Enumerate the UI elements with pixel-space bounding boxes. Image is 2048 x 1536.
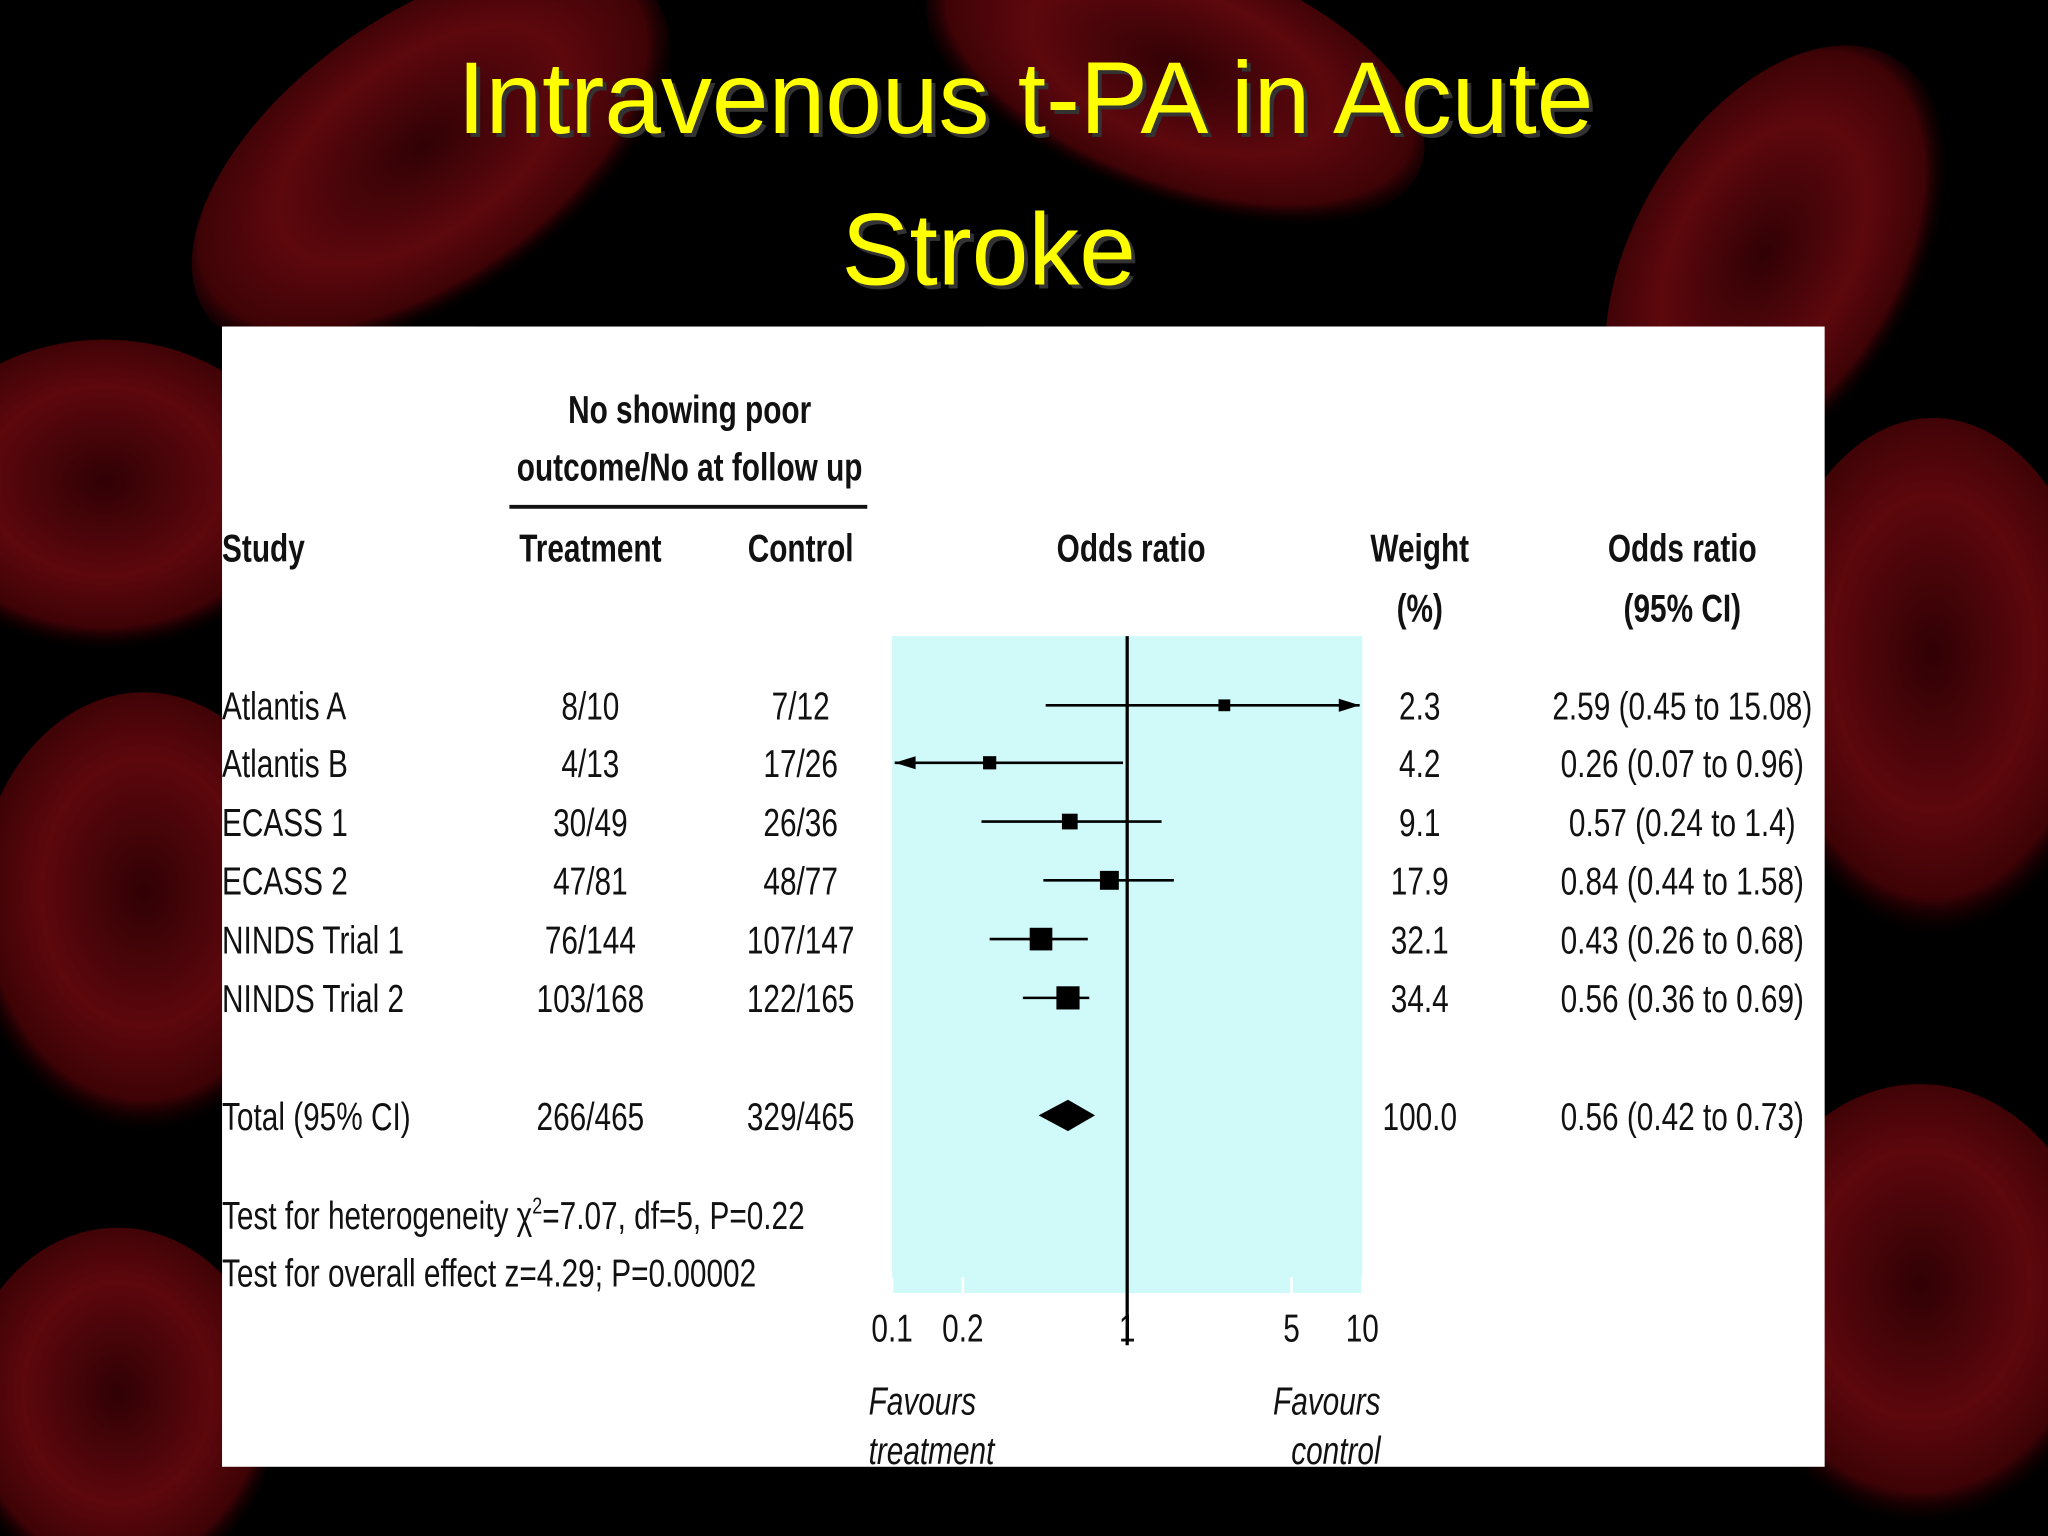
study-name: Atlantis B — [222, 742, 348, 786]
header-group: No showing poor — [568, 388, 812, 432]
superscript: 2 — [532, 1193, 542, 1219]
study-name: ECASS 2 — [222, 860, 348, 904]
odds-ratio-ci: 0.56 (0.36 to 0.69) — [1561, 977, 1804, 1021]
effect-square — [1218, 699, 1231, 712]
note-text: Test for overall effect z=4.29; P=0.0000… — [222, 1252, 756, 1296]
forest-plot: No showing poor outcome/No at follow up St… — [222, 388, 1812, 1473]
column-header: Odds ratio — [1608, 527, 1757, 571]
column-header: Study — [222, 527, 305, 571]
treatment-count: 103/168 — [537, 977, 645, 1021]
control-count: 7/12 — [772, 685, 830, 729]
control-count: 122/165 — [747, 977, 855, 1021]
control-count: 17/26 — [763, 742, 838, 786]
treatment-count: 4/13 — [561, 742, 619, 786]
effect-square — [983, 756, 997, 770]
weight: 32.1 — [1391, 919, 1449, 963]
weight: 100.0 — [1382, 1095, 1457, 1139]
ci-arrow — [894, 756, 916, 770]
effect-square — [1061, 813, 1078, 830]
odds-ratio-ci: 0.84 (0.44 to 1.58) — [1561, 860, 1804, 904]
column-header: Control — [748, 527, 854, 571]
weight: 17.9 — [1391, 860, 1449, 904]
control-count: 26/36 — [763, 801, 838, 845]
ci-arrow — [1338, 698, 1360, 712]
slide-title: Stroke — [842, 193, 1136, 307]
treatment-count: 47/81 — [553, 860, 628, 904]
favours-label: control — [1291, 1429, 1381, 1473]
weight: 4.2 — [1399, 742, 1440, 786]
test-note: Test for overall effect z=4.29; P=0.0000… — [222, 1252, 756, 1296]
favours-label: Favours — [1273, 1380, 1381, 1424]
odds-ratio-ci: 0.26 (0.07 to 0.96) — [1561, 742, 1804, 786]
favours-label: Favours — [869, 1380, 977, 1424]
odds-ratio-ci: 0.56 (0.42 to 0.73) — [1561, 1095, 1804, 1139]
x-tick-label: 0.1 — [871, 1306, 912, 1350]
treatment-count: 266/465 — [537, 1095, 645, 1139]
treatment-count: 76/144 — [545, 919, 636, 963]
slide-title: Intravenous t-PA in Acute — [457, 41, 1593, 155]
column-header: (95% CI) — [1624, 587, 1741, 631]
weight: 34.4 — [1391, 977, 1449, 1021]
note-text: =7.07, df=5, P=0.22 — [542, 1194, 804, 1238]
study-name: NINDS Trial 2 — [222, 977, 404, 1021]
weight: 2.3 — [1399, 685, 1440, 729]
effect-square — [1056, 986, 1080, 1010]
treatment-count: 30/49 — [553, 801, 628, 845]
column-header: (%) — [1397, 587, 1443, 631]
column-header: Treatment — [519, 527, 662, 571]
study-name: NINDS Trial 1 — [222, 919, 404, 963]
x-tick-label: 5 — [1283, 1306, 1300, 1350]
study-name: Atlantis A — [222, 685, 347, 729]
pooled-diamond — [1038, 1099, 1096, 1132]
header-group: outcome/No at follow up — [517, 446, 863, 490]
test-note: Test for heterogeneity χ2=7.07, df=5, P=… — [222, 1193, 805, 1238]
odds-ratio-ci: 0.43 (0.26 to 0.68) — [1561, 919, 1804, 963]
odds-ratio-ci: 0.57 (0.24 to 1.4) — [1569, 801, 1796, 845]
column-header: Odds ratio — [1057, 527, 1206, 571]
effect-square — [1029, 927, 1053, 951]
column-header: Weight — [1370, 527, 1469, 571]
x-tick-label: 0.2 — [942, 1306, 983, 1350]
study-name: ECASS 1 — [222, 801, 348, 845]
x-tick-label: 10 — [1346, 1306, 1379, 1350]
control-count: 329/465 — [747, 1095, 855, 1139]
odds-ratio-ci: 2.59 (0.45 to 15.08) — [1552, 685, 1812, 729]
effect-square — [1099, 870, 1119, 890]
favours-label: treatment — [869, 1429, 996, 1473]
note-text: Test for heterogeneity χ — [222, 1194, 532, 1238]
control-count: 48/77 — [763, 860, 838, 904]
control-count: 107/147 — [747, 919, 855, 963]
study-name: Total (95% CI) — [222, 1095, 411, 1139]
treatment-count: 8/10 — [561, 685, 619, 729]
weight: 9.1 — [1399, 801, 1440, 845]
